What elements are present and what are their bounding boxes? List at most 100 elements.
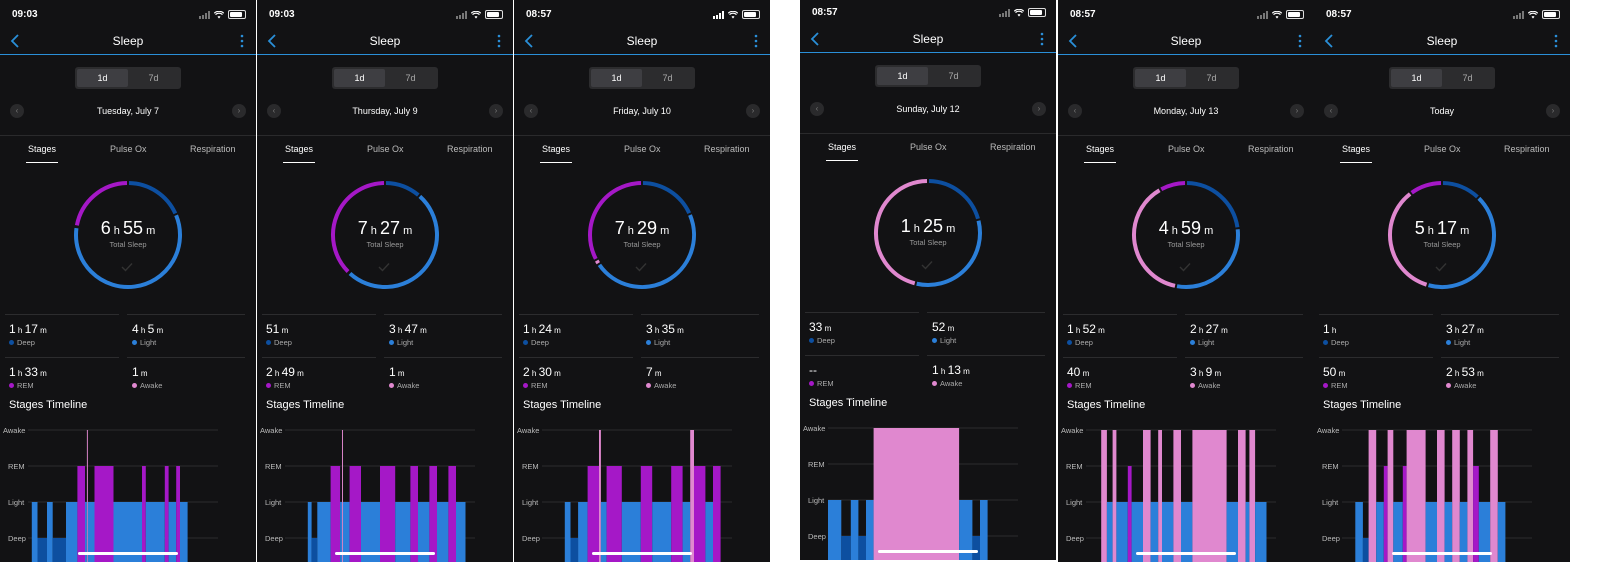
tab-pulse-ox[interactable]: Pulse Ox xyxy=(910,142,947,152)
tab-respiration[interactable]: Respiration xyxy=(1248,144,1294,154)
stage-label: REM xyxy=(274,381,291,390)
prev-day-button[interactable]: ‹ xyxy=(10,104,24,118)
hours-unit: h xyxy=(624,225,637,237)
stat-awake: 7 m Awake xyxy=(646,365,756,401)
prev-day-button[interactable]: ‹ xyxy=(810,102,824,116)
timeline-bar xyxy=(587,466,599,562)
stat-hours: 1 xyxy=(1323,322,1330,336)
segment-1d[interactable]: 1d xyxy=(1135,69,1186,87)
more-vertical-icon[interactable] xyxy=(1298,33,1302,49)
stat-deep: 1 h Deep xyxy=(1323,322,1433,358)
more-vertical-icon[interactable] xyxy=(1554,33,1558,49)
hours-unit: h xyxy=(1452,326,1462,335)
stat-value: -- xyxy=(809,363,919,377)
tab-pulse-ox[interactable]: Pulse Ox xyxy=(624,144,661,154)
page-title: Sleep xyxy=(1170,34,1202,48)
awake-dot-icon xyxy=(646,383,651,388)
stage-label: Awake xyxy=(654,381,677,390)
segment-1d[interactable]: 1d xyxy=(877,67,928,85)
deep-dot-icon xyxy=(1323,340,1328,345)
next-day-button[interactable]: › xyxy=(1290,104,1304,118)
tab-stages[interactable]: Stages xyxy=(539,144,573,163)
prev-day-button[interactable]: ‹ xyxy=(267,104,281,118)
more-vertical-icon[interactable] xyxy=(754,33,758,49)
stage-label: Light xyxy=(940,336,957,345)
tab-stages[interactable]: Stages xyxy=(825,142,859,161)
ring-segment-awake xyxy=(595,259,601,265)
stat-label: Light xyxy=(932,336,1042,345)
minutes-unit: m xyxy=(1336,369,1346,378)
tab-stages[interactable]: Stages xyxy=(25,144,59,163)
signal-icon xyxy=(199,10,210,19)
metric-tabs: Stages Pulse Ox Respiration xyxy=(800,142,1056,164)
tab-respiration[interactable]: Respiration xyxy=(447,144,493,154)
tab-pulse-ox[interactable]: Pulse Ox xyxy=(110,144,147,154)
next-day-button[interactable]: › xyxy=(1546,104,1560,118)
nav-bar: Sleep xyxy=(1058,30,1314,55)
stat-deep: 1 h 17 m Deep xyxy=(9,322,119,358)
prev-day-button[interactable]: ‹ xyxy=(1324,104,1338,118)
segment-7d[interactable]: 7d xyxy=(948,71,959,81)
stat-hours: 3 xyxy=(1190,365,1197,379)
timeline-bar xyxy=(429,466,437,562)
segment-7d[interactable]: 7d xyxy=(405,73,416,83)
tab-pulse-ox[interactable]: Pulse Ox xyxy=(367,144,404,154)
stat-hours: 1 xyxy=(523,322,530,336)
segment-7d[interactable]: 7d xyxy=(662,73,673,83)
tab-respiration[interactable]: Respiration xyxy=(990,142,1036,152)
prev-day-button[interactable]: ‹ xyxy=(524,104,538,118)
timeline-bar xyxy=(1173,430,1181,562)
segment-7d[interactable]: 7d xyxy=(1462,73,1473,83)
battery-icon xyxy=(228,10,246,19)
next-day-button[interactable]: › xyxy=(1032,102,1046,116)
stat-hours: 2 xyxy=(266,365,273,379)
metric-tabs: Stages Pulse Ox Respiration xyxy=(514,144,770,166)
tab-stages[interactable]: Stages xyxy=(282,144,316,163)
minutes-unit: m xyxy=(551,369,561,378)
prev-day-button[interactable]: ‹ xyxy=(1068,104,1082,118)
stat-value: 52 m xyxy=(932,320,1042,334)
deep-dot-icon xyxy=(1067,340,1072,345)
timeline-bar xyxy=(1490,430,1498,562)
segment-1d[interactable]: 1d xyxy=(334,69,385,87)
tab-pulse-ox[interactable]: Pulse Ox xyxy=(1424,144,1461,154)
next-day-button[interactable]: › xyxy=(746,104,760,118)
back-chevron-icon[interactable] xyxy=(1066,32,1080,50)
current-date: Sunday, July 12 xyxy=(896,104,960,114)
date-navigator: ‹ Today › xyxy=(1314,104,1570,120)
more-vertical-icon[interactable] xyxy=(240,33,244,49)
home-indicator xyxy=(78,552,178,555)
back-chevron-icon[interactable] xyxy=(8,32,22,50)
segment-1d[interactable]: 1d xyxy=(77,69,128,87)
segment-7d[interactable]: 7d xyxy=(148,73,159,83)
stat-hours: 1 xyxy=(932,363,939,377)
more-vertical-icon[interactable] xyxy=(1040,31,1044,47)
tab-stages[interactable]: Stages xyxy=(1083,144,1117,163)
back-chevron-icon[interactable] xyxy=(265,32,279,50)
back-chevron-icon[interactable] xyxy=(1322,32,1336,50)
tab-respiration[interactable]: Respiration xyxy=(190,144,236,154)
timeline-axis-label: Deep xyxy=(1322,534,1340,543)
ring-segment-rem xyxy=(331,181,385,273)
tab-respiration[interactable]: Respiration xyxy=(1504,144,1550,154)
tab-stages[interactable]: Stages xyxy=(1339,144,1373,163)
segment-1d[interactable]: 1d xyxy=(1391,69,1442,87)
segment-1d[interactable]: 1d xyxy=(591,69,642,87)
back-chevron-icon[interactable] xyxy=(808,30,822,48)
next-day-button[interactable]: › xyxy=(489,104,503,118)
back-chevron-icon[interactable] xyxy=(522,32,536,50)
stages-timeline-chart: Awake REM Light Deep xyxy=(260,426,475,562)
tab-respiration[interactable]: Respiration xyxy=(704,144,750,154)
next-day-button[interactable]: › xyxy=(232,104,246,118)
more-vertical-icon[interactable] xyxy=(497,33,501,49)
total-sleep-value: 7 h 29 m xyxy=(584,218,700,239)
status-time: 08:57 xyxy=(526,9,552,20)
timeline-bar xyxy=(311,538,318,562)
hours-unit: h xyxy=(938,367,948,376)
timeline-bar xyxy=(317,502,331,562)
stat-label: Light xyxy=(1190,338,1300,347)
date-navigator: ‹ Sunday, July 12 › xyxy=(800,102,1056,118)
stage-label: REM xyxy=(1331,381,1348,390)
tab-pulse-ox[interactable]: Pulse Ox xyxy=(1168,144,1205,154)
segment-7d[interactable]: 7d xyxy=(1206,73,1217,83)
